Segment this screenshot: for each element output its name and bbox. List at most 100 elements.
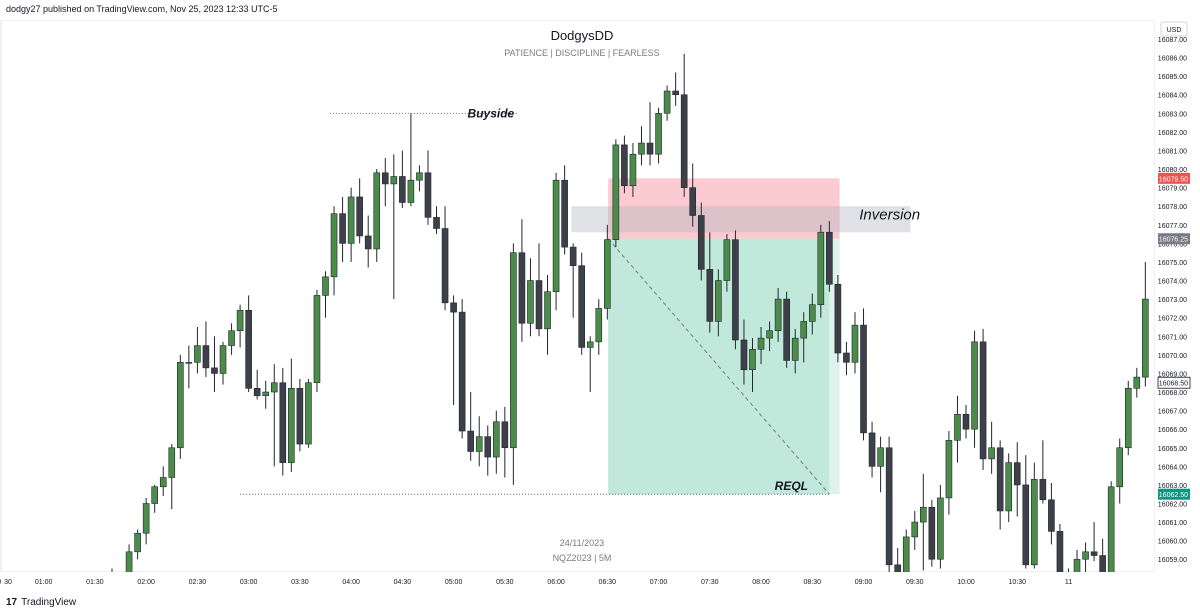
candle[interactable]	[518, 219, 526, 342]
candle[interactable]	[919, 473, 927, 571]
candle[interactable]	[757, 326, 765, 365]
candle[interactable]	[971, 330, 978, 448]
candle[interactable]	[1031, 462, 1038, 569]
candle[interactable]	[860, 308, 867, 441]
candle[interactable]	[492, 410, 500, 474]
candle[interactable]	[416, 165, 423, 192]
candle[interactable]	[322, 271, 329, 318]
candle[interactable]	[928, 499, 936, 567]
candle[interactable]	[826, 221, 833, 292]
candle[interactable]	[638, 126, 645, 166]
candle[interactable]	[629, 143, 637, 197]
candle[interactable]	[1005, 453, 1013, 523]
candle[interactable]	[364, 215, 372, 268]
candle[interactable]	[569, 243, 577, 318]
candle[interactable]	[774, 287, 782, 342]
candle[interactable]	[808, 293, 816, 335]
candle[interactable]	[894, 548, 901, 585]
candle[interactable]	[433, 206, 440, 235]
candle[interactable]	[467, 392, 474, 461]
candle[interactable]	[604, 224, 611, 320]
candle[interactable]	[159, 466, 167, 497]
candle[interactable]	[800, 312, 808, 363]
candle[interactable]	[510, 243, 517, 485]
candle[interactable]	[1090, 522, 1098, 562]
candle[interactable]	[1082, 542, 1089, 578]
candle[interactable]	[458, 299, 466, 439]
candle[interactable]	[988, 421, 995, 474]
candle[interactable]	[877, 436, 884, 493]
candle[interactable]	[1142, 261, 1149, 387]
candle[interactable]	[578, 252, 586, 355]
candle[interactable]	[697, 202, 705, 281]
candle[interactable]	[706, 232, 714, 333]
candle[interactable]	[655, 107, 662, 164]
candle[interactable]	[552, 172, 560, 311]
candle[interactable]	[544, 274, 551, 355]
candle[interactable]	[1013, 442, 1021, 517]
time-axis[interactable]: 302300:3001:0001:3002:0002:3003:0003:300…	[0, 579, 1072, 586]
candle[interactable]	[834, 274, 842, 363]
candle[interactable]	[586, 336, 594, 393]
candle[interactable]	[501, 406, 509, 478]
candle[interactable]	[347, 187, 355, 262]
candle[interactable]	[373, 169, 381, 262]
candle[interactable]	[979, 328, 987, 471]
candle[interactable]	[595, 299, 603, 355]
candle[interactable]	[851, 312, 859, 374]
candle[interactable]	[740, 319, 748, 385]
candle[interactable]	[937, 484, 944, 569]
currency-badge[interactable]	[1160, 21, 1188, 37]
inversion-band[interactable]	[571, 206, 911, 233]
candle[interactable]	[211, 336, 218, 393]
candle[interactable]	[168, 444, 176, 510]
candle[interactable]	[202, 321, 210, 378]
candle[interactable]	[885, 436, 893, 578]
candle[interactable]	[118, 580, 124, 614]
candle[interactable]	[954, 395, 961, 463]
tradingview-logo[interactable]: 17 TradingView	[6, 597, 76, 608]
candle[interactable]	[109, 568, 115, 606]
candle[interactable]	[1048, 483, 1055, 545]
trade-path-line[interactable]	[607, 238, 830, 495]
candle[interactable]	[450, 295, 457, 406]
candle[interactable]	[305, 379, 312, 448]
candle[interactable]	[732, 230, 739, 350]
target-zone-extension[interactable]	[829, 238, 840, 495]
candle[interactable]	[527, 258, 534, 337]
candle[interactable]	[1133, 367, 1141, 398]
candle[interactable]	[843, 341, 850, 376]
candle[interactable]	[1116, 438, 1124, 504]
candle[interactable]	[313, 289, 321, 393]
candle[interactable]	[151, 484, 158, 513]
candle[interactable]	[766, 321, 773, 352]
candle[interactable]	[663, 85, 671, 121]
candle[interactable]	[911, 510, 919, 550]
candle[interactable]	[441, 206, 449, 311]
candle[interactable]	[945, 431, 953, 515]
candle[interactable]	[1056, 523, 1064, 596]
candle[interactable]	[902, 529, 910, 582]
candle[interactable]	[236, 304, 244, 348]
candle[interactable]	[475, 416, 483, 467]
candle[interactable]	[868, 421, 876, 478]
candle[interactable]	[783, 291, 790, 368]
candle[interactable]	[817, 224, 825, 318]
candle[interactable]	[296, 379, 304, 452]
candle[interactable]	[672, 72, 679, 106]
candle[interactable]	[1039, 440, 1047, 504]
candle[interactable]	[791, 328, 799, 374]
candle[interactable]	[484, 425, 492, 476]
candle[interactable]	[219, 341, 227, 385]
candle[interactable]	[194, 326, 201, 374]
candle[interactable]	[142, 497, 150, 545]
candle[interactable]	[535, 243, 543, 337]
candle[interactable]	[339, 196, 346, 262]
candle[interactable]	[996, 440, 1004, 530]
candle[interactable]	[689, 163, 697, 227]
candle[interactable]	[715, 269, 722, 337]
candle[interactable]	[177, 354, 184, 459]
candle[interactable]	[228, 323, 235, 355]
candle[interactable]	[399, 150, 406, 209]
